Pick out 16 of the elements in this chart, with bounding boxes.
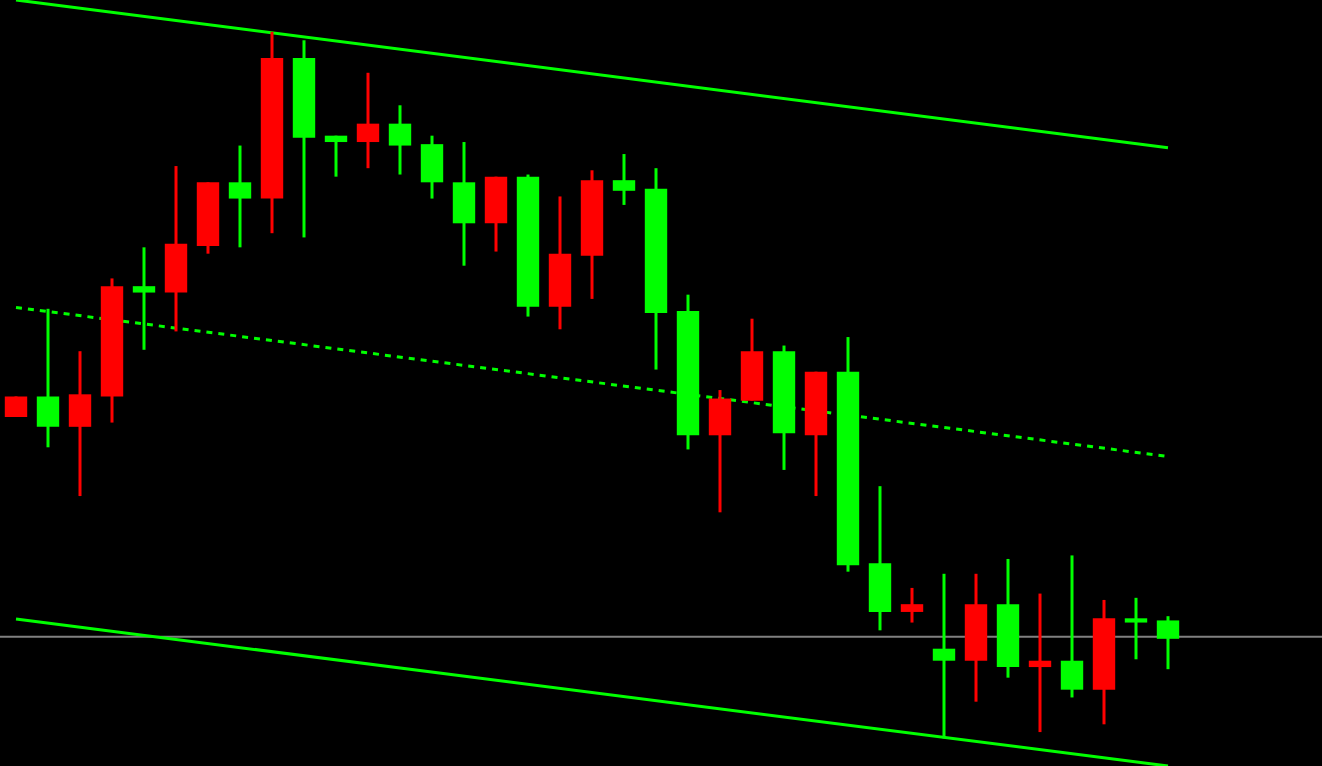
candlestick [1124, 596, 1148, 661]
candlestick [388, 103, 412, 177]
candlestick [420, 134, 444, 201]
candlestick [484, 175, 508, 254]
candlestick [4, 394, 28, 419]
candlestick [900, 586, 924, 625]
candlestick [452, 140, 476, 268]
candlestick [1060, 553, 1084, 699]
candlestick [228, 144, 252, 249]
candlestick [356, 71, 380, 170]
candlestick [1028, 592, 1052, 734]
candlestick [1156, 614, 1180, 671]
candlestick [324, 134, 348, 179]
candlestick [708, 388, 732, 514]
candlestick [612, 152, 636, 207]
candlestick [68, 349, 92, 498]
